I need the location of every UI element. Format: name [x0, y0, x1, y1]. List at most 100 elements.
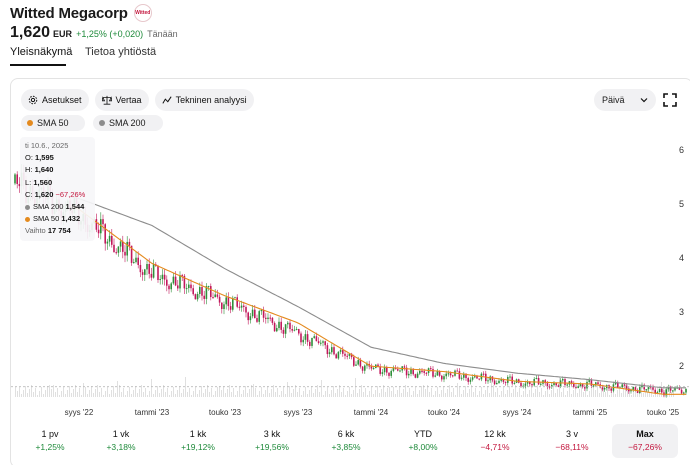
- volume-bar: [423, 385, 424, 397]
- range-button[interactable]: YTD +8,00%: [390, 424, 456, 458]
- candle-body: [185, 288, 188, 290]
- volume-bar: [209, 392, 210, 397]
- candle-body: [597, 382, 599, 385]
- candle-body: [498, 380, 500, 383]
- candle-body: [458, 371, 461, 379]
- tab-overview[interactable]: Yleisnäkymä: [10, 46, 72, 66]
- candle-body: [463, 373, 465, 378]
- candle-body: [289, 322, 291, 330]
- candle-body: [278, 321, 280, 329]
- tab-company-info[interactable]: Tietoa yhtiöstä: [85, 46, 157, 58]
- volume-bar: [177, 390, 178, 397]
- candle-body: [658, 388, 661, 393]
- range-button[interactable]: 3 v −68,11%: [539, 424, 605, 458]
- candle-body: [443, 376, 445, 380]
- candle-body: [201, 287, 203, 296]
- candle-body: [544, 380, 546, 384]
- volume-bar: [81, 395, 82, 397]
- candle-body: [423, 371, 425, 373]
- volume-bar: [281, 391, 282, 397]
- volume-bar: [15, 387, 16, 397]
- candle-body: [236, 297, 238, 307]
- candle-body: [216, 294, 219, 297]
- volume-bar: [19, 387, 20, 397]
- candle-body: [394, 368, 397, 370]
- candle-body: [504, 381, 507, 383]
- candle-body: [293, 329, 296, 331]
- candle-body: [287, 322, 289, 325]
- legend-date: ti 10.6., 2025: [25, 141, 69, 150]
- volume-bar: [611, 391, 612, 397]
- volume-bar: [475, 388, 476, 397]
- fullscreen-icon[interactable]: [661, 91, 679, 109]
- candle-body: [513, 382, 516, 384]
- volume-bar: [523, 391, 524, 397]
- volume-bar: [203, 393, 204, 397]
- range-button[interactable]: Max −67,26%: [612, 424, 678, 458]
- candle-body: [271, 317, 274, 323]
- range-button[interactable]: 6 kk +3,85%: [313, 424, 379, 458]
- period-select[interactable]: Päivä: [594, 89, 656, 111]
- range-button[interactable]: 1 kk +19,12%: [165, 424, 231, 458]
- volume-bar: [485, 390, 486, 397]
- volume-bar: [47, 386, 48, 397]
- volume-bar: [211, 388, 212, 397]
- volume-bar: [279, 395, 280, 397]
- range-change: +19,56%: [255, 442, 289, 452]
- candle-body: [295, 328, 298, 330]
- volume-bar: [413, 391, 414, 397]
- volume-bar: [181, 393, 182, 397]
- compare-button[interactable]: Vertaa: [94, 89, 149, 111]
- candle-body: [430, 368, 432, 370]
- candle-body: [326, 345, 329, 355]
- volume-bar: [195, 387, 196, 397]
- candle-body: [124, 251, 126, 256]
- volume-bar: [145, 388, 146, 397]
- candle-body: [159, 279, 161, 281]
- volume-bar: [621, 393, 622, 397]
- candle-body: [337, 351, 340, 359]
- volume-bar: [349, 387, 350, 397]
- candle-body: [537, 378, 540, 385]
- volume-bar: [157, 386, 158, 397]
- candle-body: [313, 336, 315, 338]
- volume-bar: [115, 393, 116, 397]
- volume-bar: [267, 386, 268, 397]
- volume-bar: [479, 391, 480, 397]
- candle-body: [577, 386, 579, 389]
- candle-body: [339, 350, 342, 352]
- candle-body: [111, 235, 113, 245]
- indicator-chip-sma200[interactable]: SMA 200: [93, 115, 163, 131]
- indicator-chip-sma50[interactable]: SMA 50: [21, 115, 85, 131]
- volume-bar: [235, 395, 236, 397]
- candle-body: [465, 373, 467, 379]
- scale-icon: [101, 95, 112, 105]
- volume-bar: [39, 391, 40, 397]
- volume-bar: [259, 391, 260, 397]
- range-button[interactable]: 12 kk −4,71%: [462, 424, 528, 458]
- volume-bar: [61, 391, 62, 397]
- settings-button[interactable]: Asetukset: [21, 89, 89, 111]
- volume-bar: [45, 390, 46, 397]
- volume-bar: [405, 385, 406, 397]
- range-button[interactable]: 1 pv +1,25%: [17, 424, 83, 458]
- range-button[interactable]: 1 vk +3,18%: [88, 424, 154, 458]
- price-chart[interactable]: 2 3 4 5 6 syys '22 tammi '23 touko '23 syys '23 t…: [11, 139, 690, 424]
- volume-bar: [225, 393, 226, 397]
- volume-bar: [375, 390, 376, 397]
- volume-bar: [403, 389, 404, 397]
- candle-body: [276, 328, 278, 332]
- volume-bar: [285, 394, 286, 397]
- volume-bar: [245, 386, 246, 397]
- candle-body: [425, 372, 428, 374]
- volume-bar: [447, 389, 448, 397]
- volume-bar: [587, 395, 588, 397]
- volume-bar: [443, 386, 444, 397]
- volume-bar: [175, 394, 176, 397]
- technical-analysis-button[interactable]: Tekninen analyysi: [154, 89, 254, 111]
- volume-bar: [23, 390, 24, 397]
- candle-body: [157, 265, 159, 280]
- candle-body: [432, 369, 434, 377]
- candle-body: [135, 257, 137, 263]
- range-button[interactable]: 3 kk +19,56%: [239, 424, 305, 458]
